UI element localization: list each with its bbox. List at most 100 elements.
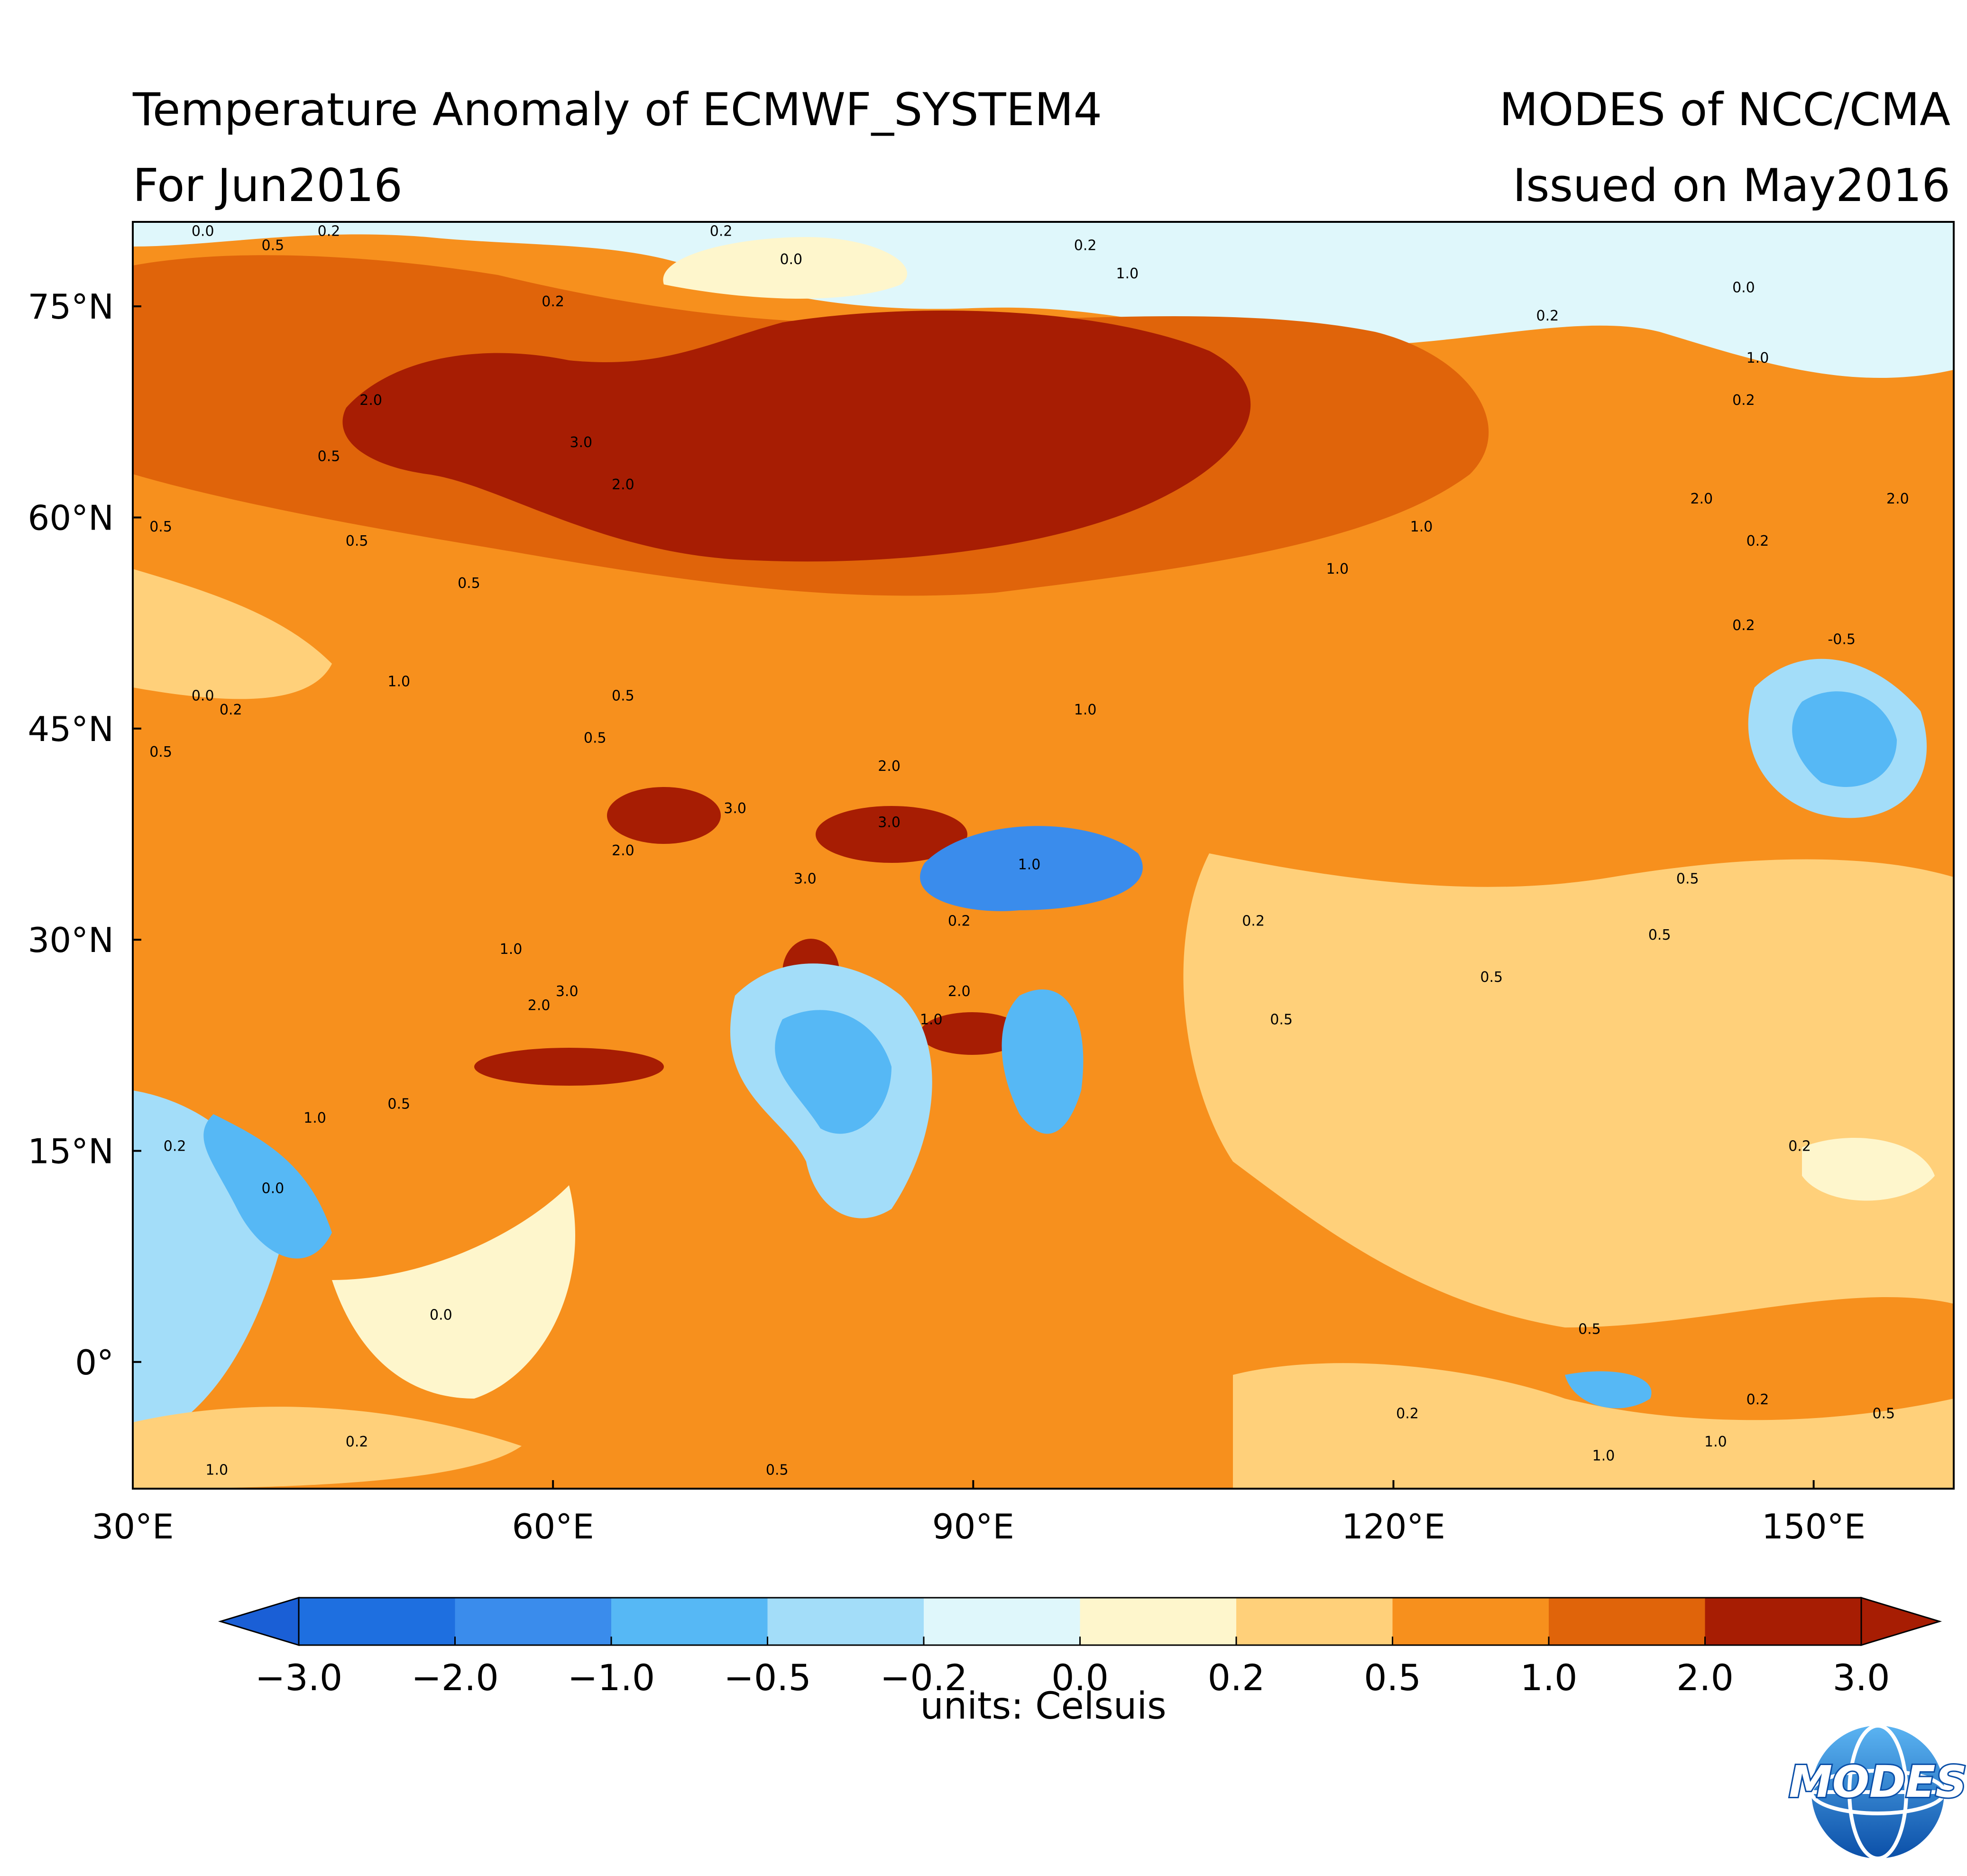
colorbar-tick-label: 3.0 [1833, 1656, 1890, 1699]
india-cooler [775, 1010, 892, 1134]
y-tick-label: 45°N [28, 709, 114, 749]
contour-label: 0.5 [766, 1462, 789, 1478]
contour-label: 0.2 [346, 1434, 368, 1450]
colorbar-min-extension [218, 1596, 300, 1647]
contour-label: 1.0 [1746, 350, 1769, 366]
contour-label: 0.2 [220, 702, 242, 718]
contour-label: 0.0 [262, 1181, 285, 1197]
colorbar-tick-label: 1.0 [1520, 1656, 1578, 1699]
colorbar-segment [1549, 1598, 1705, 1645]
contour-label: 0.5 [612, 687, 634, 704]
contour-label: 3.0 [724, 800, 746, 817]
pacific-light [1802, 1138, 1935, 1201]
hot-spot-2 [816, 806, 967, 863]
colorbar-tick-label: −3.0 [255, 1656, 343, 1699]
contour-label: 0.0 [192, 687, 214, 704]
contour-label: 0.2 [1746, 533, 1769, 549]
longitude-axis: 30°E 60°E 90°E 120°E 150°E [92, 1480, 1866, 1547]
issue-date: Issued on May2016 [1513, 160, 1950, 212]
contour-label: 1.0 [1018, 857, 1041, 873]
southeast-asia-cool [1002, 989, 1084, 1134]
contour-label: 2.0 [878, 758, 901, 775]
contour-label: 1.0 [205, 1462, 228, 1478]
logo-text: MODES [1789, 1757, 1967, 1807]
colorbar-segment [299, 1598, 455, 1645]
contour-label: 0.5 [458, 575, 480, 592]
colorbar-tick-label: 0.0 [1051, 1656, 1109, 1699]
contour-label: 0.2 [1732, 617, 1755, 634]
contour-label: 1.0 [1592, 1448, 1615, 1464]
colorbar-segment [1705, 1598, 1862, 1645]
anomaly-field [133, 222, 1954, 1489]
contour-label: 1.0 [500, 941, 523, 958]
contour-label: 3.0 [794, 870, 817, 887]
contour-label: 2.0 [612, 476, 634, 493]
tibet-cool [920, 826, 1143, 911]
x-tick-label: 30°E [92, 1507, 174, 1547]
contour-label: 2.0 [1886, 491, 1909, 507]
hot-spot-1 [607, 787, 721, 844]
contour-label: 2.0 [948, 983, 971, 1000]
contour-label: 0.5 [262, 237, 285, 254]
colorbar-tick-label: −0.5 [724, 1656, 811, 1699]
colorbar-segment [455, 1598, 612, 1645]
colorbar-tick-label: −2.0 [411, 1656, 499, 1699]
colorbar-segment [1392, 1598, 1549, 1645]
maritime-moderate [1233, 1363, 1954, 1489]
contour-label: 2.0 [528, 997, 551, 1014]
contour-label: 0.2 [1732, 392, 1755, 409]
contour-label: 0.0 [192, 223, 214, 240]
europe-moderate [133, 569, 332, 699]
contour-label: 0.0 [780, 251, 802, 268]
contour-label: 0.2 [164, 1138, 186, 1154]
y-tick-label: 15°N [28, 1131, 114, 1171]
contour-label: 1.0 [1410, 519, 1433, 535]
colorbar-segment [1080, 1598, 1237, 1645]
contour-label: 0.5 [149, 519, 172, 535]
forecast-month: For Jun2016 [133, 160, 403, 212]
contour-label: 0.2 [1536, 308, 1559, 324]
northeast-asia-cooler [1792, 691, 1897, 787]
colorbar-segment [1236, 1598, 1393, 1645]
contour-label: 0.0 [1732, 279, 1755, 296]
contour-label: 0.0 [430, 1307, 452, 1324]
colorbar-segment [767, 1598, 924, 1645]
contour-label: 0.5 [318, 448, 340, 465]
contour-label: 0.2 [1396, 1406, 1419, 1422]
contour-label: 0.2 [1746, 1391, 1769, 1408]
arctic-light-warm [663, 237, 908, 299]
contour-label: 0.2 [318, 223, 340, 240]
colorbar-max-extension [1860, 1596, 1942, 1647]
y-tick-label: 60°N [28, 498, 114, 538]
x-tick-label: 150°E [1762, 1507, 1866, 1547]
y-tick-label: 0° [75, 1343, 114, 1382]
contour-label: 2.0 [612, 842, 634, 859]
contour-label: 2.0 [359, 392, 382, 409]
contour-label: 3.0 [878, 814, 901, 831]
pacific-moderate [1183, 853, 1954, 1327]
contour-label: 0.2 [1074, 237, 1097, 254]
contour-label: 0.5 [1578, 1321, 1601, 1337]
contour-label: 0.2 [542, 293, 564, 310]
siberia-hot-core [342, 311, 1251, 562]
contour-label: 0.5 [1480, 969, 1503, 986]
contour-label: 2.0 [1690, 491, 1713, 507]
colorbar-tick-label: 0.2 [1208, 1656, 1265, 1699]
contour-label: -0.5 [1828, 631, 1856, 648]
contour-label: 3.0 [556, 983, 579, 1000]
contour-label: 0.5 [346, 533, 368, 549]
hot-spot-3 [474, 1048, 664, 1086]
colorbar: −3.0 −2.0 −1.0 −0.5 −0.2 0.0 0.2 0.5 1.0 2.0 3.0 u… [218, 1596, 1942, 1728]
contour-label: 1.0 [1326, 561, 1349, 577]
africa-cooler [203, 1114, 332, 1259]
contour-label: 0.5 [1676, 870, 1699, 887]
contour-label: 1.0 [1704, 1434, 1727, 1450]
contour-label: 1.0 [387, 674, 410, 690]
contour-label: 3.0 [570, 434, 592, 451]
indian-ocean-moderate [133, 1407, 522, 1489]
x-tick-label: 90°E [932, 1507, 1014, 1547]
contour-labels: 0.0 0.5 0.2 0.2 0.0 0.2 0.2 1.0 3.0 2.0 2.0 0.5 0.5 0… [149, 223, 1909, 1479]
map-frame [132, 221, 1955, 1490]
contour-label: 0.5 [387, 1096, 410, 1112]
colorbar-segment [611, 1598, 768, 1645]
